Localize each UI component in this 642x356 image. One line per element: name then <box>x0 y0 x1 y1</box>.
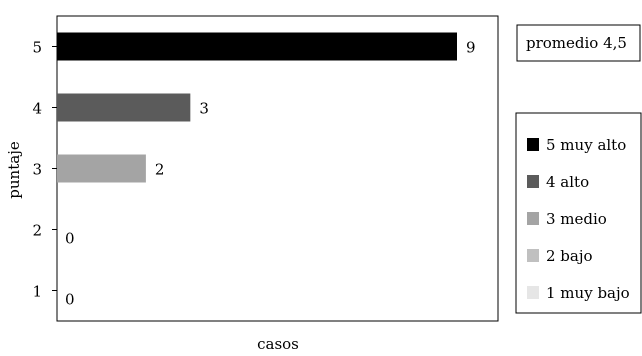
legend-label-2: 4 alto <box>546 173 589 191</box>
legend-label-1: 5 muy alto <box>546 136 626 154</box>
y-tick-label-4: 4 <box>32 100 42 118</box>
bar-3 <box>57 154 146 183</box>
data-labels-group: 0 0 2 3 9 <box>65 39 476 309</box>
y-ticks-group: 1 2 3 4 5 <box>32 39 57 301</box>
average-box-frame <box>516 24 641 62</box>
y-tick-label-1: 1 <box>32 283 42 301</box>
data-label-5: 9 <box>466 39 476 57</box>
legend-swatch-3 <box>527 212 539 225</box>
y-axis-label: puntaje <box>5 141 23 199</box>
y-tick-label-5: 5 <box>32 39 42 57</box>
legend-label-5: 1 muy bajo <box>546 284 630 302</box>
bar-4 <box>57 93 191 122</box>
bars-group <box>57 32 457 183</box>
legend: 5 muy alto 4 alto 3 medio 2 bajo 1 muy bajo <box>515 112 642 314</box>
data-label-1: 0 <box>65 291 75 309</box>
average-box: promedio 4,5 <box>516 24 641 62</box>
data-label-2: 0 <box>65 230 75 248</box>
legend-items-group: 5 muy alto 4 alto 3 medio 2 bajo 1 muy bajo <box>527 136 630 302</box>
legend-swatch-5 <box>527 286 539 299</box>
legend-swatch-4 <box>527 249 539 262</box>
legend-swatch-1 <box>527 138 539 151</box>
legend-swatch-2 <box>527 175 539 188</box>
bar-5 <box>57 32 457 61</box>
x-axis-label: casos <box>257 335 299 353</box>
average-label: promedio 4,5 <box>526 34 627 52</box>
data-label-4: 3 <box>199 100 209 118</box>
y-tick-label-3: 3 <box>32 161 42 179</box>
data-label-3: 2 <box>155 161 165 179</box>
y-tick-label-2: 2 <box>32 222 42 240</box>
legend-label-3: 3 medio <box>546 210 607 228</box>
legend-label-4: 2 bajo <box>546 247 593 265</box>
